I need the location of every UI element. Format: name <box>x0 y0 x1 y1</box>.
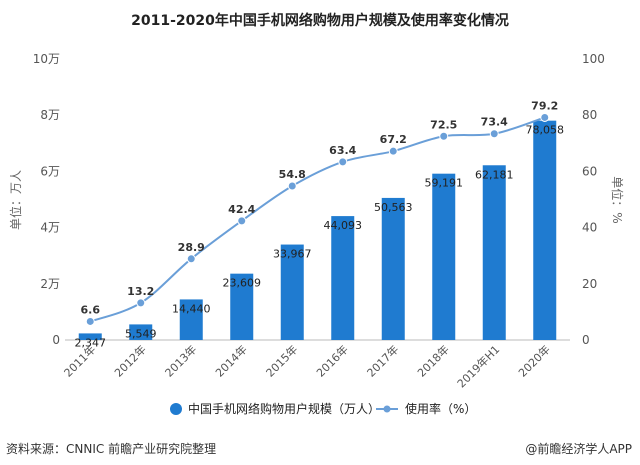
usage-rate-label: 72.5 <box>430 118 457 131</box>
bar <box>432 173 456 340</box>
source-note: 资料来源：CNNIC 前瞻产业研究院整理 <box>6 442 217 456</box>
right-tick-label: 100 <box>582 52 605 66</box>
usage-rate-point <box>186 254 196 264</box>
legend-line-dot <box>383 405 391 413</box>
usage-rate-point <box>338 157 348 167</box>
bar <box>179 299 203 340</box>
legend-line-label: 使用率（%） <box>405 401 476 416</box>
bar <box>78 333 102 340</box>
usage-rate-label: 13.2 <box>127 285 154 298</box>
right-tick-label: 40 <box>582 221 597 235</box>
x-tick-label: 2013年 <box>162 342 199 379</box>
right-axis-label: 单位：% <box>610 176 625 223</box>
usage-rate-label: 73.4 <box>481 116 508 129</box>
usage-rate-line <box>89 116 546 323</box>
bar <box>381 197 405 340</box>
usage-rate-label: 42.4 <box>228 203 255 216</box>
x-tick-label: 2019年H1 <box>454 342 502 390</box>
usage-rate-label: 63.4 <box>329 144 356 157</box>
bar-series <box>78 120 557 341</box>
legend: 中国手机网络购物用户规模（万人） 使用率（%） <box>170 401 476 416</box>
usage-rate-label: 79.2 <box>531 99 558 112</box>
usage-rate-point <box>287 181 297 191</box>
bar <box>331 216 355 340</box>
right-tick-label: 20 <box>582 277 597 291</box>
left-tick-label: 2万 <box>40 277 60 291</box>
bar <box>482 165 506 340</box>
bar-value-label: 33,967 <box>273 248 312 261</box>
usage-rate-point <box>489 129 499 139</box>
x-tick-label: 2017年 <box>364 342 401 379</box>
bar-value-label: 50,563 <box>374 201 413 214</box>
x-tick-label: 2015年 <box>263 342 300 379</box>
left-axis-label: 单位：万人 <box>8 170 23 230</box>
x-tick-label: 2012年 <box>111 342 148 379</box>
data-labels: 2,347 5,549 14,440 23,609 33,967 44,093 50,563… <box>75 99 565 349</box>
left-tick-label: 6万 <box>40 164 60 178</box>
usage-rate-label: 6.6 <box>81 303 101 316</box>
usage-rate-point <box>388 146 398 156</box>
bar <box>230 273 254 340</box>
brand-note: @前瞻经济学人APP <box>525 442 632 456</box>
x-tick-label: 2020年 <box>515 342 552 379</box>
bar-value-label: 2,347 <box>75 336 107 349</box>
x-tick-label: 2016年 <box>313 342 350 379</box>
x-tick-label: 2014年 <box>212 342 249 379</box>
left-tick-label: 0 <box>52 333 60 347</box>
legend-bar-label: 中国手机网络购物用户规模（万人） <box>188 401 380 416</box>
bar-value-label: 62,181 <box>475 168 514 181</box>
right-tick-label: 60 <box>582 164 597 178</box>
left-tick-label: 8万 <box>40 108 60 122</box>
legend-bar-marker <box>170 403 182 415</box>
usage-rate-point <box>136 298 146 308</box>
usage-rate-point <box>540 112 550 122</box>
usage-rate-point <box>85 316 95 326</box>
bar-value-label: 78,058 <box>526 124 565 137</box>
usage-rate-label: 67.2 <box>380 133 407 146</box>
line-series <box>85 112 550 326</box>
chart-title: 2011-2020年中国手机网络购物用户规模及使用率变化情况 <box>131 12 509 29</box>
right-tick-label: 80 <box>582 108 597 122</box>
bar-value-label: 59,191 <box>425 177 464 190</box>
bar <box>129 324 153 340</box>
bar-value-label: 23,609 <box>223 277 262 290</box>
usage-rate-point <box>439 131 449 141</box>
usage-rate-point <box>237 216 247 226</box>
x-tick-label: 2018年 <box>414 342 451 379</box>
left-tick-label: 4万 <box>40 221 60 235</box>
right-tick-label: 0 <box>582 333 590 347</box>
usage-rate-label: 28.9 <box>178 241 205 254</box>
bar <box>533 120 557 341</box>
bar <box>280 244 304 340</box>
bar-value-label: 5,549 <box>125 327 157 340</box>
usage-rate-label: 54.8 <box>279 168 306 181</box>
bar-value-label: 14,440 <box>172 302 211 315</box>
left-tick-label: 10万 <box>33 52 60 66</box>
bar-value-label: 44,093 <box>324 219 363 232</box>
